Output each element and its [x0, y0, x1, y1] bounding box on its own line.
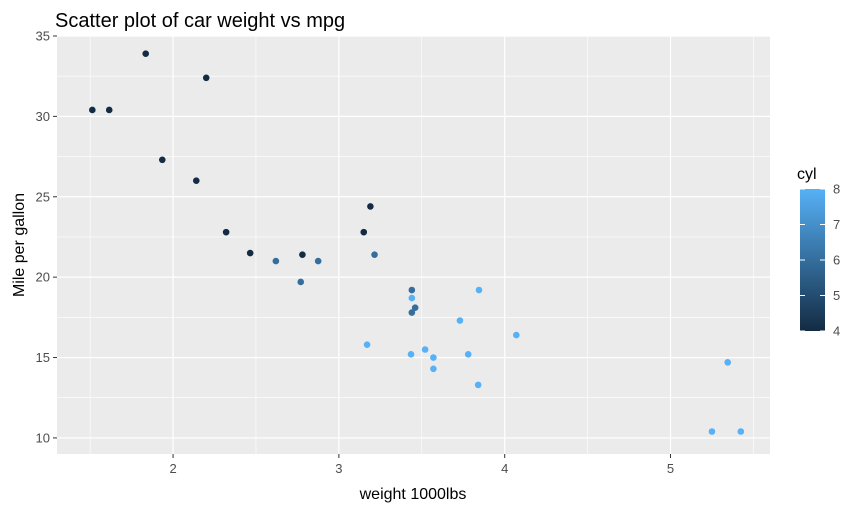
colorbar-tick-label: 7: [833, 217, 840, 232]
data-point: [222, 228, 230, 236]
y-tick-label: 25: [36, 189, 50, 204]
data-point: [411, 304, 419, 312]
colorbar-tick-label: 4: [833, 324, 840, 339]
data-point: [430, 365, 437, 373]
data-point: [408, 286, 416, 294]
data-point: [371, 251, 378, 258]
data-point: [105, 106, 113, 114]
grid-major: [57, 35, 770, 454]
colorbar-tick-label: 8: [833, 182, 840, 197]
colorbar-tick-label: 5: [833, 288, 840, 303]
plot-panel: [57, 36, 770, 454]
x-tick-label: 5: [667, 461, 674, 476]
y-tick-label: 20: [36, 270, 50, 285]
data-point: [192, 177, 200, 184]
data-point: [513, 331, 520, 339]
y-tick-label: 35: [36, 29, 50, 44]
y-tick-label: 10: [36, 430, 50, 445]
colorbar-ticks: 4 5 6 7 8: [800, 182, 840, 339]
data-point: [407, 351, 415, 358]
x-axis-label: weight 1000lbs: [359, 486, 467, 503]
data-point: [89, 106, 96, 114]
data-point: [430, 354, 437, 361]
colorbar-tick-label: 6: [833, 253, 840, 268]
data-point: [367, 203, 374, 210]
data-point: [474, 381, 482, 389]
y-axis-label: Mile per gallon: [11, 193, 28, 297]
data-points: [89, 50, 745, 435]
chart-title: Scatter plot of car weight vs mpg: [55, 10, 345, 32]
grid-minor: [57, 36, 770, 454]
x-tick-label: 2: [169, 461, 176, 476]
data-point: [246, 249, 254, 257]
data-point: [202, 74, 210, 82]
data-point: [724, 359, 732, 366]
data-point: [464, 351, 472, 358]
data-point: [456, 317, 464, 324]
colorbar-legend: cyl 4 5 6 7 8: [797, 166, 840, 339]
data-point: [475, 286, 483, 294]
data-point: [272, 257, 280, 265]
data-point: [158, 156, 166, 164]
data-point: [408, 309, 416, 316]
y-tick-label: 30: [36, 109, 50, 124]
y-tick-label: 15: [36, 350, 50, 365]
data-point: [421, 346, 429, 353]
x-tick-label: 4: [501, 461, 508, 476]
x-axis: 2 3 4 5: [169, 454, 674, 476]
x-tick-label: 3: [335, 461, 342, 476]
data-point: [708, 428, 716, 435]
data-point: [314, 257, 322, 265]
legend-title: cyl: [797, 166, 817, 183]
data-point: [737, 428, 745, 435]
data-point: [363, 341, 371, 348]
data-point: [142, 50, 150, 57]
y-axis: 10 15 20 25 30 35: [36, 29, 57, 445]
data-point: [360, 228, 368, 236]
data-point: [297, 278, 305, 286]
data-point: [408, 294, 416, 302]
data-point: [299, 251, 306, 258]
